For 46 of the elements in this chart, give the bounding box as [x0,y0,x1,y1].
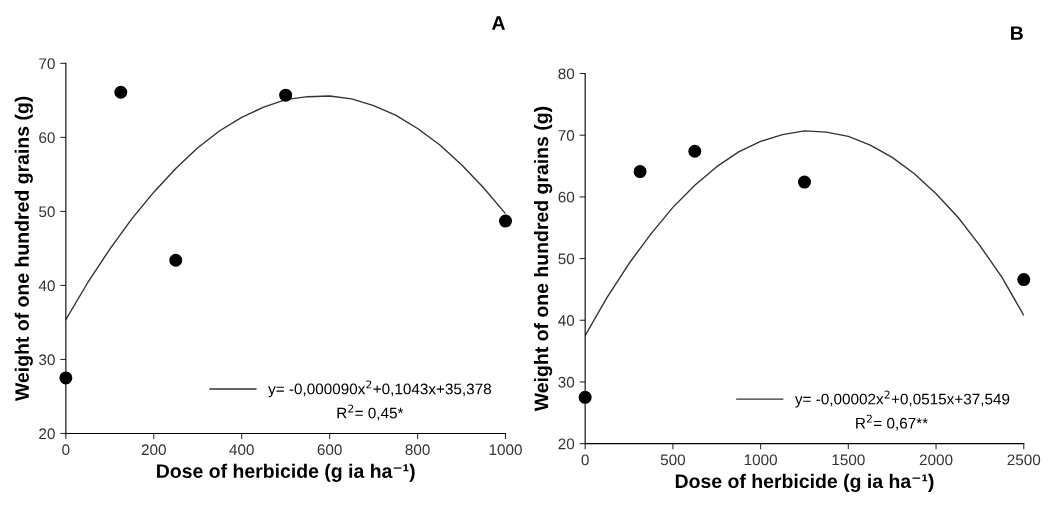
y-tick-label: 60 [558,191,575,203]
line-series [585,130,1024,337]
x-tick-label: 1500 [832,454,865,466]
y-tick-label: 20 [558,438,575,450]
point [578,390,592,404]
chart-title: B [1011,26,1023,40]
x-tick-label: 1000 [489,444,522,456]
y-tick-label: 60 [39,132,55,144]
chart-title: A [491,16,505,30]
point [59,371,73,385]
y-tick-label: 20 [39,428,55,440]
point [688,144,702,158]
x-tick-label: 800 [405,444,430,456]
y-tick-label: 50 [39,206,55,218]
y-tick-label: 70 [39,58,55,70]
point [279,88,293,102]
x-axis-title: Dose of herbicide (g ia ha⁻¹) [675,473,934,493]
x-tick-label: 0 [62,444,70,456]
x-tick-label: 2000 [919,454,953,466]
y-tick-label: 80 [558,68,575,80]
point [797,175,811,189]
x-tick-label: 400 [229,444,254,456]
x-axis-title: Dose of herbicide (g ia ha⁻¹) [157,463,415,482]
annotation: R$^{2}$= 0,45* [337,404,404,421]
x-tick-label: 600 [317,444,342,456]
y-tick-label: 30 [558,376,575,388]
y-tick-label: 70 [558,130,575,141]
y-tick-label: 30 [39,354,55,366]
x-tick-label: 0 [581,454,589,466]
y-tick-label: 50 [558,253,575,265]
y-axis-title: Weight of one hundred grains (g) [14,96,33,402]
y-axis-title: Weight of one hundred grains (g) [533,106,553,412]
y-tick-label: 40 [558,315,575,326]
x-tick-label: 2500 [1007,454,1041,466]
x-tick-label: 200 [141,444,166,456]
point [499,214,513,228]
y-tick-label: 40 [38,280,55,292]
x-tick-label: 1000 [744,454,777,466]
legend-label: y= -0,000090x$^{2}$+0,1043x+35,378 [268,380,491,398]
annotation: R$^{2}$= 0,67** [856,414,928,431]
x-tick-label: 500 [660,454,686,466]
point [169,253,183,267]
point [1017,273,1031,287]
point [114,85,128,99]
legend-label: y= -0,00002x$^{2}$+0,0515x+37,549 [794,390,1010,408]
point [633,165,647,179]
